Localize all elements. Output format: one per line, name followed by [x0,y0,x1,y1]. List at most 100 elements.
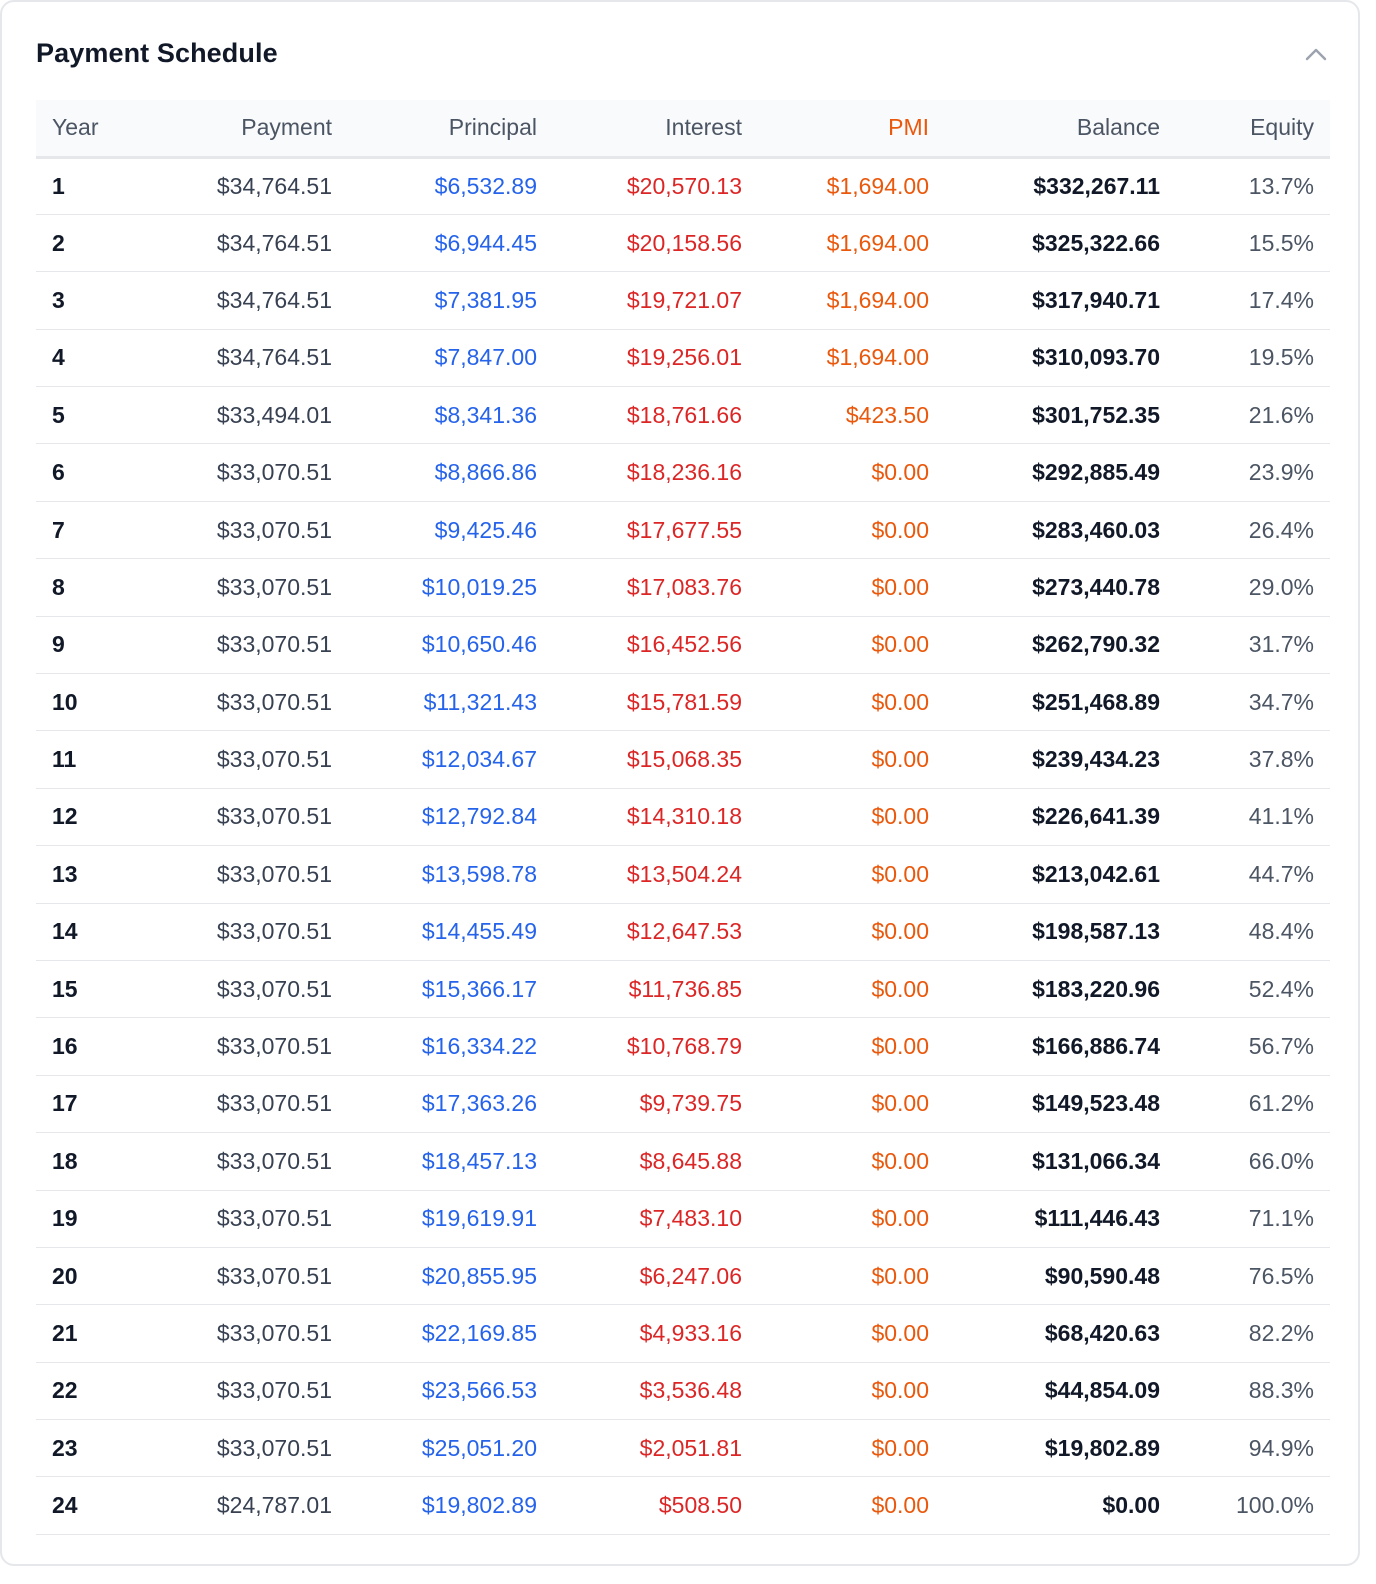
chevron-up-icon [1305,48,1327,61]
cell-balance: $292,885.49 [945,443,1176,502]
cell-equity: 100.0% [1176,1476,1330,1535]
cell-year: 6 [36,443,166,502]
card-header[interactable]: Payment Schedule [36,30,1330,80]
table-row: 3 $34,764.51 $7,381.95 $19,721.07 $1,694.00 $… [36,271,1330,330]
cell-balance: $19,802.89 [945,1419,1176,1478]
cell-interest: $508.50 [553,1476,758,1535]
cell-principal: $13,598.78 [348,845,553,904]
table-row: 21 $33,070.51 $22,169.85 $4,933.16 $0.00 $68,… [36,1304,1330,1363]
cell-interest: $18,761.66 [553,386,758,445]
cell-payment: $33,070.51 [166,443,348,502]
cell-payment: $33,070.51 [166,788,348,847]
header-pmi: PMI [758,100,945,159]
cell-payment: $33,070.51 [166,1304,348,1363]
cell-principal: $25,051.20 [348,1419,553,1478]
cell-equity: 31.7% [1176,616,1330,675]
cell-pmi: $0.00 [758,1017,945,1076]
header-year: Year [36,100,166,159]
cell-equity: 19.5% [1176,329,1330,388]
cell-payment: $33,070.51 [166,1132,348,1191]
cell-balance: $283,460.03 [945,501,1176,560]
cell-interest: $17,083.76 [553,558,758,617]
cell-pmi: $0.00 [758,1132,945,1191]
cell-pmi: $0.00 [758,1362,945,1421]
cell-payment: $33,070.51 [166,845,348,904]
cell-balance: $273,440.78 [945,558,1176,617]
cell-pmi: $0.00 [758,1247,945,1306]
cell-principal: $19,619.91 [348,1190,553,1248]
table-row: 24 $24,787.01 $19,802.89 $508.50 $0.00 $0.00 1… [36,1476,1330,1535]
cell-balance: $183,220.96 [945,960,1176,1019]
table-row: 5 $33,494.01 $8,341.36 $18,761.66 $423.50 $30… [36,386,1330,445]
cell-year: 7 [36,501,166,560]
cell-payment: $33,070.51 [166,960,348,1019]
cell-interest: $19,721.07 [553,271,758,330]
cell-equity: 17.4% [1176,271,1330,330]
header-balance: Balance [945,100,1176,159]
table-header: Year Payment Principal Interest PMI Bala… [36,100,1330,159]
cell-pmi: $0.00 [758,730,945,789]
cell-equity: 94.9% [1176,1419,1330,1478]
cell-payment: $33,070.51 [166,616,348,675]
cell-equity: 76.5% [1176,1247,1330,1306]
cell-year: 10 [36,673,166,732]
table-row: 14 $33,070.51 $14,455.49 $12,647.53 $0.00 $19… [36,903,1330,961]
cell-year: 3 [36,271,166,330]
cell-interest: $12,647.53 [553,903,758,961]
cell-payment: $33,070.51 [166,1017,348,1076]
table-row: 23 $33,070.51 $25,051.20 $2,051.81 $0.00 $19,… [36,1419,1330,1478]
cell-interest: $18,236.16 [553,443,758,502]
cell-principal: $12,792.84 [348,788,553,847]
cell-principal: $11,321.43 [348,673,553,732]
cell-pmi: $1,694.00 [758,157,945,215]
table-row: 22 $33,070.51 $23,566.53 $3,536.48 $0.00 $44,… [36,1362,1330,1421]
cell-equity: 71.1% [1176,1190,1330,1248]
cell-interest: $2,051.81 [553,1419,758,1478]
cell-interest: $9,739.75 [553,1075,758,1134]
cell-year: 4 [36,329,166,388]
cell-year: 9 [36,616,166,675]
cell-pmi: $0.00 [758,845,945,904]
cell-equity: 41.1% [1176,788,1330,847]
cell-pmi: $1,694.00 [758,214,945,273]
cell-pmi: $0.00 [758,616,945,675]
cell-principal: $14,455.49 [348,903,553,961]
cell-year: 2 [36,214,166,273]
cell-principal: $9,425.46 [348,501,553,560]
cell-interest: $15,781.59 [553,673,758,732]
cell-year: 8 [36,558,166,617]
cell-balance: $310,093.70 [945,329,1176,388]
cell-payment: $34,764.51 [166,271,348,330]
cell-principal: $22,169.85 [348,1304,553,1363]
table-row: 2 $34,764.51 $6,944.45 $20,158.56 $1,694.00 $… [36,214,1330,273]
cell-payment: $33,070.51 [166,673,348,732]
cell-pmi: $1,694.00 [758,271,945,330]
cell-year: 22 [36,1362,166,1421]
schedule-table-wrapper: Year Payment Principal Interest PMI Bala… [36,100,1330,1535]
cell-principal: $15,366.17 [348,960,553,1019]
cell-pmi: $0.00 [758,501,945,560]
cell-principal: $8,341.36 [348,386,553,445]
cell-principal: $8,866.86 [348,443,553,502]
header-equity: Equity [1176,100,1330,159]
cell-principal: $6,532.89 [348,157,553,215]
cell-principal: $23,566.53 [348,1362,553,1421]
cell-year: 5 [36,386,166,445]
cell-year: 14 [36,903,166,961]
cell-interest: $4,933.16 [553,1304,758,1363]
cell-year: 11 [36,730,166,789]
cell-year: 18 [36,1132,166,1191]
cell-payment: $33,494.01 [166,386,348,445]
cell-pmi: $0.00 [758,1419,945,1478]
table-row: 7 $33,070.51 $9,425.46 $17,677.55 $0.00 $283,… [36,501,1330,560]
cell-interest: $19,256.01 [553,329,758,388]
collapse-button[interactable] [1298,36,1334,72]
cell-year: 20 [36,1247,166,1306]
cell-payment: $33,070.51 [166,558,348,617]
table-row: 19 $33,070.51 $19,619.91 $7,483.10 $0.00 $111… [36,1190,1330,1248]
cell-equity: 23.9% [1176,443,1330,502]
header-row: Year Payment Principal Interest PMI Bala… [36,100,1330,159]
table-row: 17 $33,070.51 $17,363.26 $9,739.75 $0.00 $149… [36,1075,1330,1134]
cell-payment: $33,070.51 [166,1075,348,1134]
cell-equity: 29.0% [1176,558,1330,617]
